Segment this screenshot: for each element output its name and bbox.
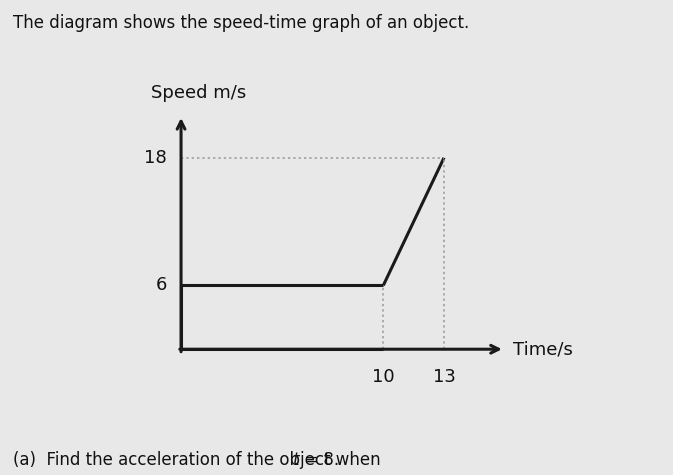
- Text: = 8.: = 8.: [299, 451, 340, 469]
- Text: 13: 13: [433, 369, 456, 386]
- Text: Speed m/s: Speed m/s: [151, 85, 246, 103]
- Text: (a)  Find the acceleration of the object when: (a) Find the acceleration of the object …: [13, 451, 386, 469]
- Text: Time/s: Time/s: [513, 340, 573, 358]
- Text: 18: 18: [144, 149, 167, 167]
- Text: The diagram shows the speed-time graph of an object.: The diagram shows the speed-time graph o…: [13, 14, 470, 32]
- Text: t: t: [293, 451, 299, 469]
- Text: 10: 10: [372, 369, 394, 386]
- Text: 6: 6: [155, 276, 167, 294]
